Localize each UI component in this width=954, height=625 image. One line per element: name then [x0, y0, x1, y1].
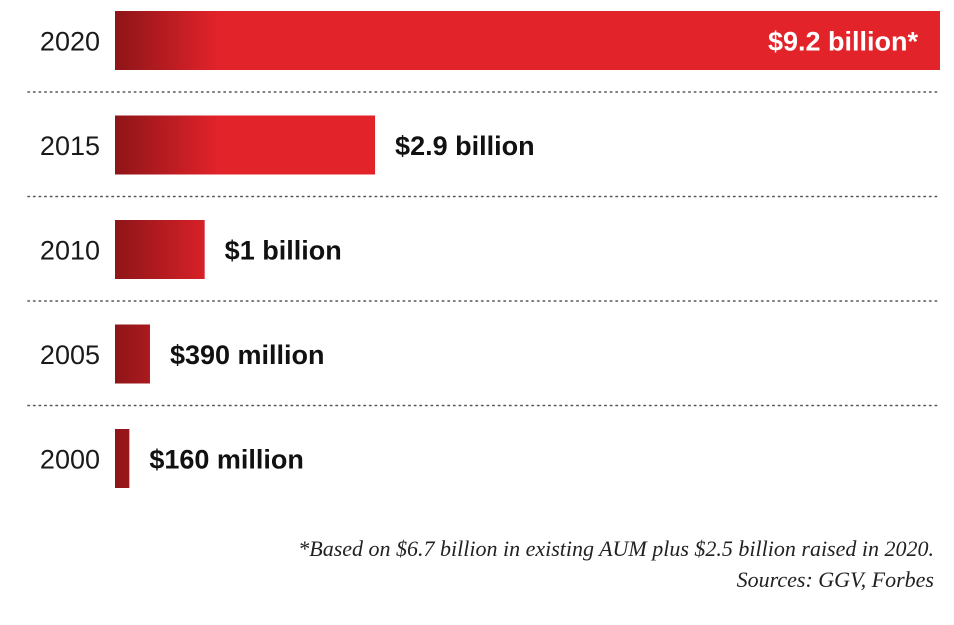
- year-label-2020: 2020: [40, 27, 100, 57]
- footnote-note: *Based on $6.7 billion in existing AUM p…: [298, 536, 934, 561]
- year-label-2000: 2000: [40, 445, 100, 475]
- bar-2020: [115, 11, 940, 70]
- value-label-2015: $2.9 billion: [395, 131, 535, 161]
- value-label-2010: $1 billion: [225, 236, 342, 266]
- bar-2005: [115, 324, 150, 384]
- footnote: *Based on $6.7 billion in existing AUM p…: [298, 533, 934, 595]
- value-label-2005: $390 million: [170, 340, 325, 370]
- value-label-2000: $160 million: [149, 445, 304, 475]
- bar-2000: [115, 429, 130, 488]
- year-label-2015: 2015: [40, 131, 100, 161]
- year-label-2005: 2005: [40, 340, 100, 370]
- value-label-2020: $9.2 billion*: [768, 27, 919, 57]
- bar-chart: 2020 $9.2 billion* 2015 $2.9 billion 2010 $1 …: [27, 11, 941, 488]
- bar-2015: [115, 115, 376, 175]
- bar-2010: [115, 220, 205, 279]
- year-label-2010: 2010: [40, 236, 100, 266]
- footnote-sources: Sources: GGV, Forbes: [736, 567, 934, 592]
